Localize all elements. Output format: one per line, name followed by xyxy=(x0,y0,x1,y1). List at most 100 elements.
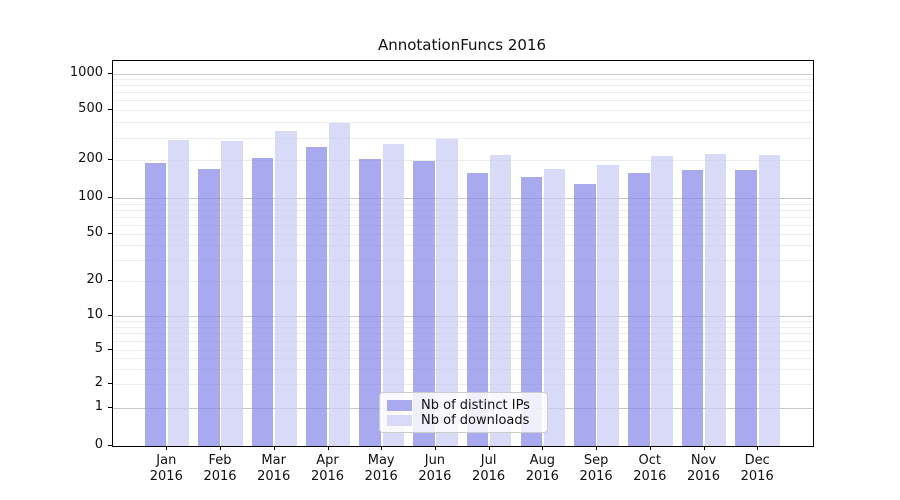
x-tick-label: Sep 2016 xyxy=(579,453,613,484)
y-tick xyxy=(108,233,112,235)
gridline-minor xyxy=(113,109,813,111)
x-tick xyxy=(381,446,383,450)
x-tick xyxy=(542,446,544,450)
bar-sep-nb-of-downloads xyxy=(597,165,619,446)
x-tick xyxy=(166,446,168,450)
gridline-minor xyxy=(113,160,813,162)
y-tick xyxy=(108,279,112,281)
x-tick-label: Jun 2016 xyxy=(418,453,452,484)
bar-may-nb-of-downloads xyxy=(382,143,404,446)
x-tick xyxy=(327,446,329,450)
x-tick-label: Nov 2016 xyxy=(686,453,721,484)
chart-title: AnnotationFuncs 2016 xyxy=(377,36,547,54)
bar-jan-nb-of-distinct-ips xyxy=(144,163,166,446)
bar-apr-nb-of-distinct-ips xyxy=(305,146,328,446)
gridline-minor xyxy=(113,203,813,205)
x-tick-label: Jul 2016 xyxy=(472,453,506,484)
bar-jan-nb-of-downloads xyxy=(167,140,190,446)
legend: Nb of distinct IPs Nb of downloads xyxy=(379,392,548,433)
x-tick xyxy=(220,446,222,450)
gridline-minor xyxy=(113,357,813,359)
x-tick-label: Dec 2016 xyxy=(740,453,774,484)
gridline-major xyxy=(113,73,813,75)
gridline-minor xyxy=(113,368,813,370)
gridline-minor xyxy=(113,209,813,211)
y-tick xyxy=(108,197,112,199)
y-tick-label: 2 xyxy=(94,374,103,390)
bar-sep-nb-of-distinct-ips xyxy=(574,184,596,446)
x-tick-label: Aug 2016 xyxy=(525,453,559,484)
x-tick xyxy=(596,446,598,450)
legend-item-downloads: Nb of downloads xyxy=(387,412,538,428)
bar-aug-nb-of-downloads xyxy=(543,168,566,446)
plot-area xyxy=(112,60,814,447)
x-tick-label: Jan 2016 xyxy=(149,453,183,484)
bar-apr-nb-of-downloads xyxy=(328,123,351,446)
gridline-minor xyxy=(113,280,813,282)
y-tick xyxy=(108,315,112,317)
x-tick xyxy=(649,446,651,450)
gridline-minor xyxy=(113,326,813,328)
gridline-minor xyxy=(113,100,813,101)
y-tick xyxy=(108,348,112,350)
gridline-minor xyxy=(113,121,813,123)
y-tick-label: 200 xyxy=(78,151,103,167)
gridline-minor xyxy=(113,349,813,351)
y-tick-label: 0 xyxy=(94,437,103,452)
x-tick-label: Feb 2016 xyxy=(203,453,237,484)
gridline-minor xyxy=(113,79,813,80)
bar-may-nb-of-distinct-ips xyxy=(359,158,381,446)
x-tick xyxy=(273,446,275,450)
x-tick-label: May 2016 xyxy=(364,453,398,484)
x-tick-label: Oct 2016 xyxy=(633,453,667,484)
gridline-minor xyxy=(113,333,813,335)
bar-aug-nb-of-distinct-ips xyxy=(520,177,542,446)
y-tick-label: 5 xyxy=(94,340,103,356)
gridline-major xyxy=(113,316,813,317)
y-tick-label: 100 xyxy=(78,189,103,204)
legend-label-distinct-ips: Nb of distinct IPs xyxy=(421,397,530,413)
x-tick xyxy=(703,446,705,450)
bar-jul-nb-of-distinct-ips xyxy=(466,172,489,446)
bar-nov-nb-of-downloads xyxy=(704,153,727,446)
y-tick-label: 50 xyxy=(86,225,103,240)
bar-dec-nb-of-downloads xyxy=(758,155,780,446)
legend-item-distinct-ips: Nb of distinct IPs xyxy=(387,397,538,413)
legend-swatch-downloads xyxy=(387,414,412,426)
y-tick xyxy=(108,72,112,74)
bar-nov-nb-of-distinct-ips xyxy=(681,170,704,446)
legend-swatch-distinct-ips xyxy=(387,399,412,411)
y-tick-label: 500 xyxy=(78,100,103,116)
y-tick-label: 20 xyxy=(86,271,103,287)
x-tick xyxy=(434,446,437,450)
gridline-major xyxy=(113,198,813,199)
y-tick-label: 1000 xyxy=(69,64,103,80)
x-tick xyxy=(488,446,490,450)
y-tick-label: 1 xyxy=(94,398,103,414)
gridline-minor xyxy=(113,321,813,323)
y-tick xyxy=(108,406,112,408)
legend-label-downloads: Nb of downloads xyxy=(421,412,530,428)
bar-jul-nb-of-downloads xyxy=(489,155,512,446)
y-tick-label: 10 xyxy=(86,307,103,322)
bar-oct-nb-of-distinct-ips xyxy=(628,173,650,446)
gridline-minor xyxy=(113,234,813,235)
y-tick xyxy=(108,382,112,384)
bar-feb-nb-of-downloads xyxy=(221,140,243,446)
x-tick-label: Mar 2016 xyxy=(257,453,291,484)
gridline-minor xyxy=(113,224,813,226)
gridline-minor xyxy=(113,85,813,87)
gridline-minor xyxy=(113,245,813,247)
gridline-minor xyxy=(113,137,813,139)
y-tick xyxy=(108,445,112,447)
bar-mar-nb-of-distinct-ips xyxy=(251,157,274,446)
bar-feb-nb-of-distinct-ips xyxy=(198,169,220,446)
bar-jun-nb-of-downloads xyxy=(436,139,458,446)
gridline-minor xyxy=(113,216,813,218)
gridline-minor xyxy=(113,340,813,342)
bar-dec-nb-of-distinct-ips xyxy=(735,170,757,446)
gridline-minor xyxy=(113,383,813,385)
x-tick-label: Apr 2016 xyxy=(310,453,345,484)
gridline-minor xyxy=(113,92,813,93)
